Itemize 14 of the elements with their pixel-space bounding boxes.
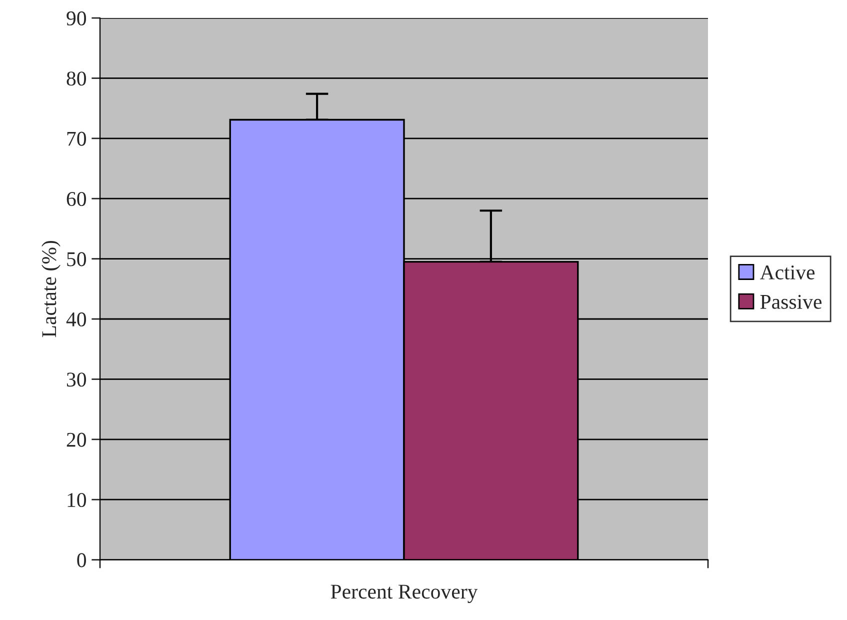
- legend-label: Passive: [760, 294, 822, 309]
- y-tick-label: 70: [67, 132, 86, 146]
- y-tick-label: 50: [67, 252, 86, 266]
- y-tick-label: 80: [66, 72, 86, 86]
- y-tick-label: 0: [77, 553, 86, 568]
- y-axis-title: Lactate (%): [42, 240, 60, 338]
- x-axis-title: Percent Recovery: [330, 584, 478, 603]
- y-tick-label: 30: [66, 372, 86, 387]
- y-tick-label: 40: [66, 312, 86, 326]
- y-tick-label: 60: [66, 192, 86, 206]
- y-tick-label: 10: [68, 492, 86, 508]
- legend-label: Active: [760, 265, 815, 280]
- y-tick-label: 90: [66, 11, 86, 26]
- y-tick-label: 20: [66, 432, 86, 447]
